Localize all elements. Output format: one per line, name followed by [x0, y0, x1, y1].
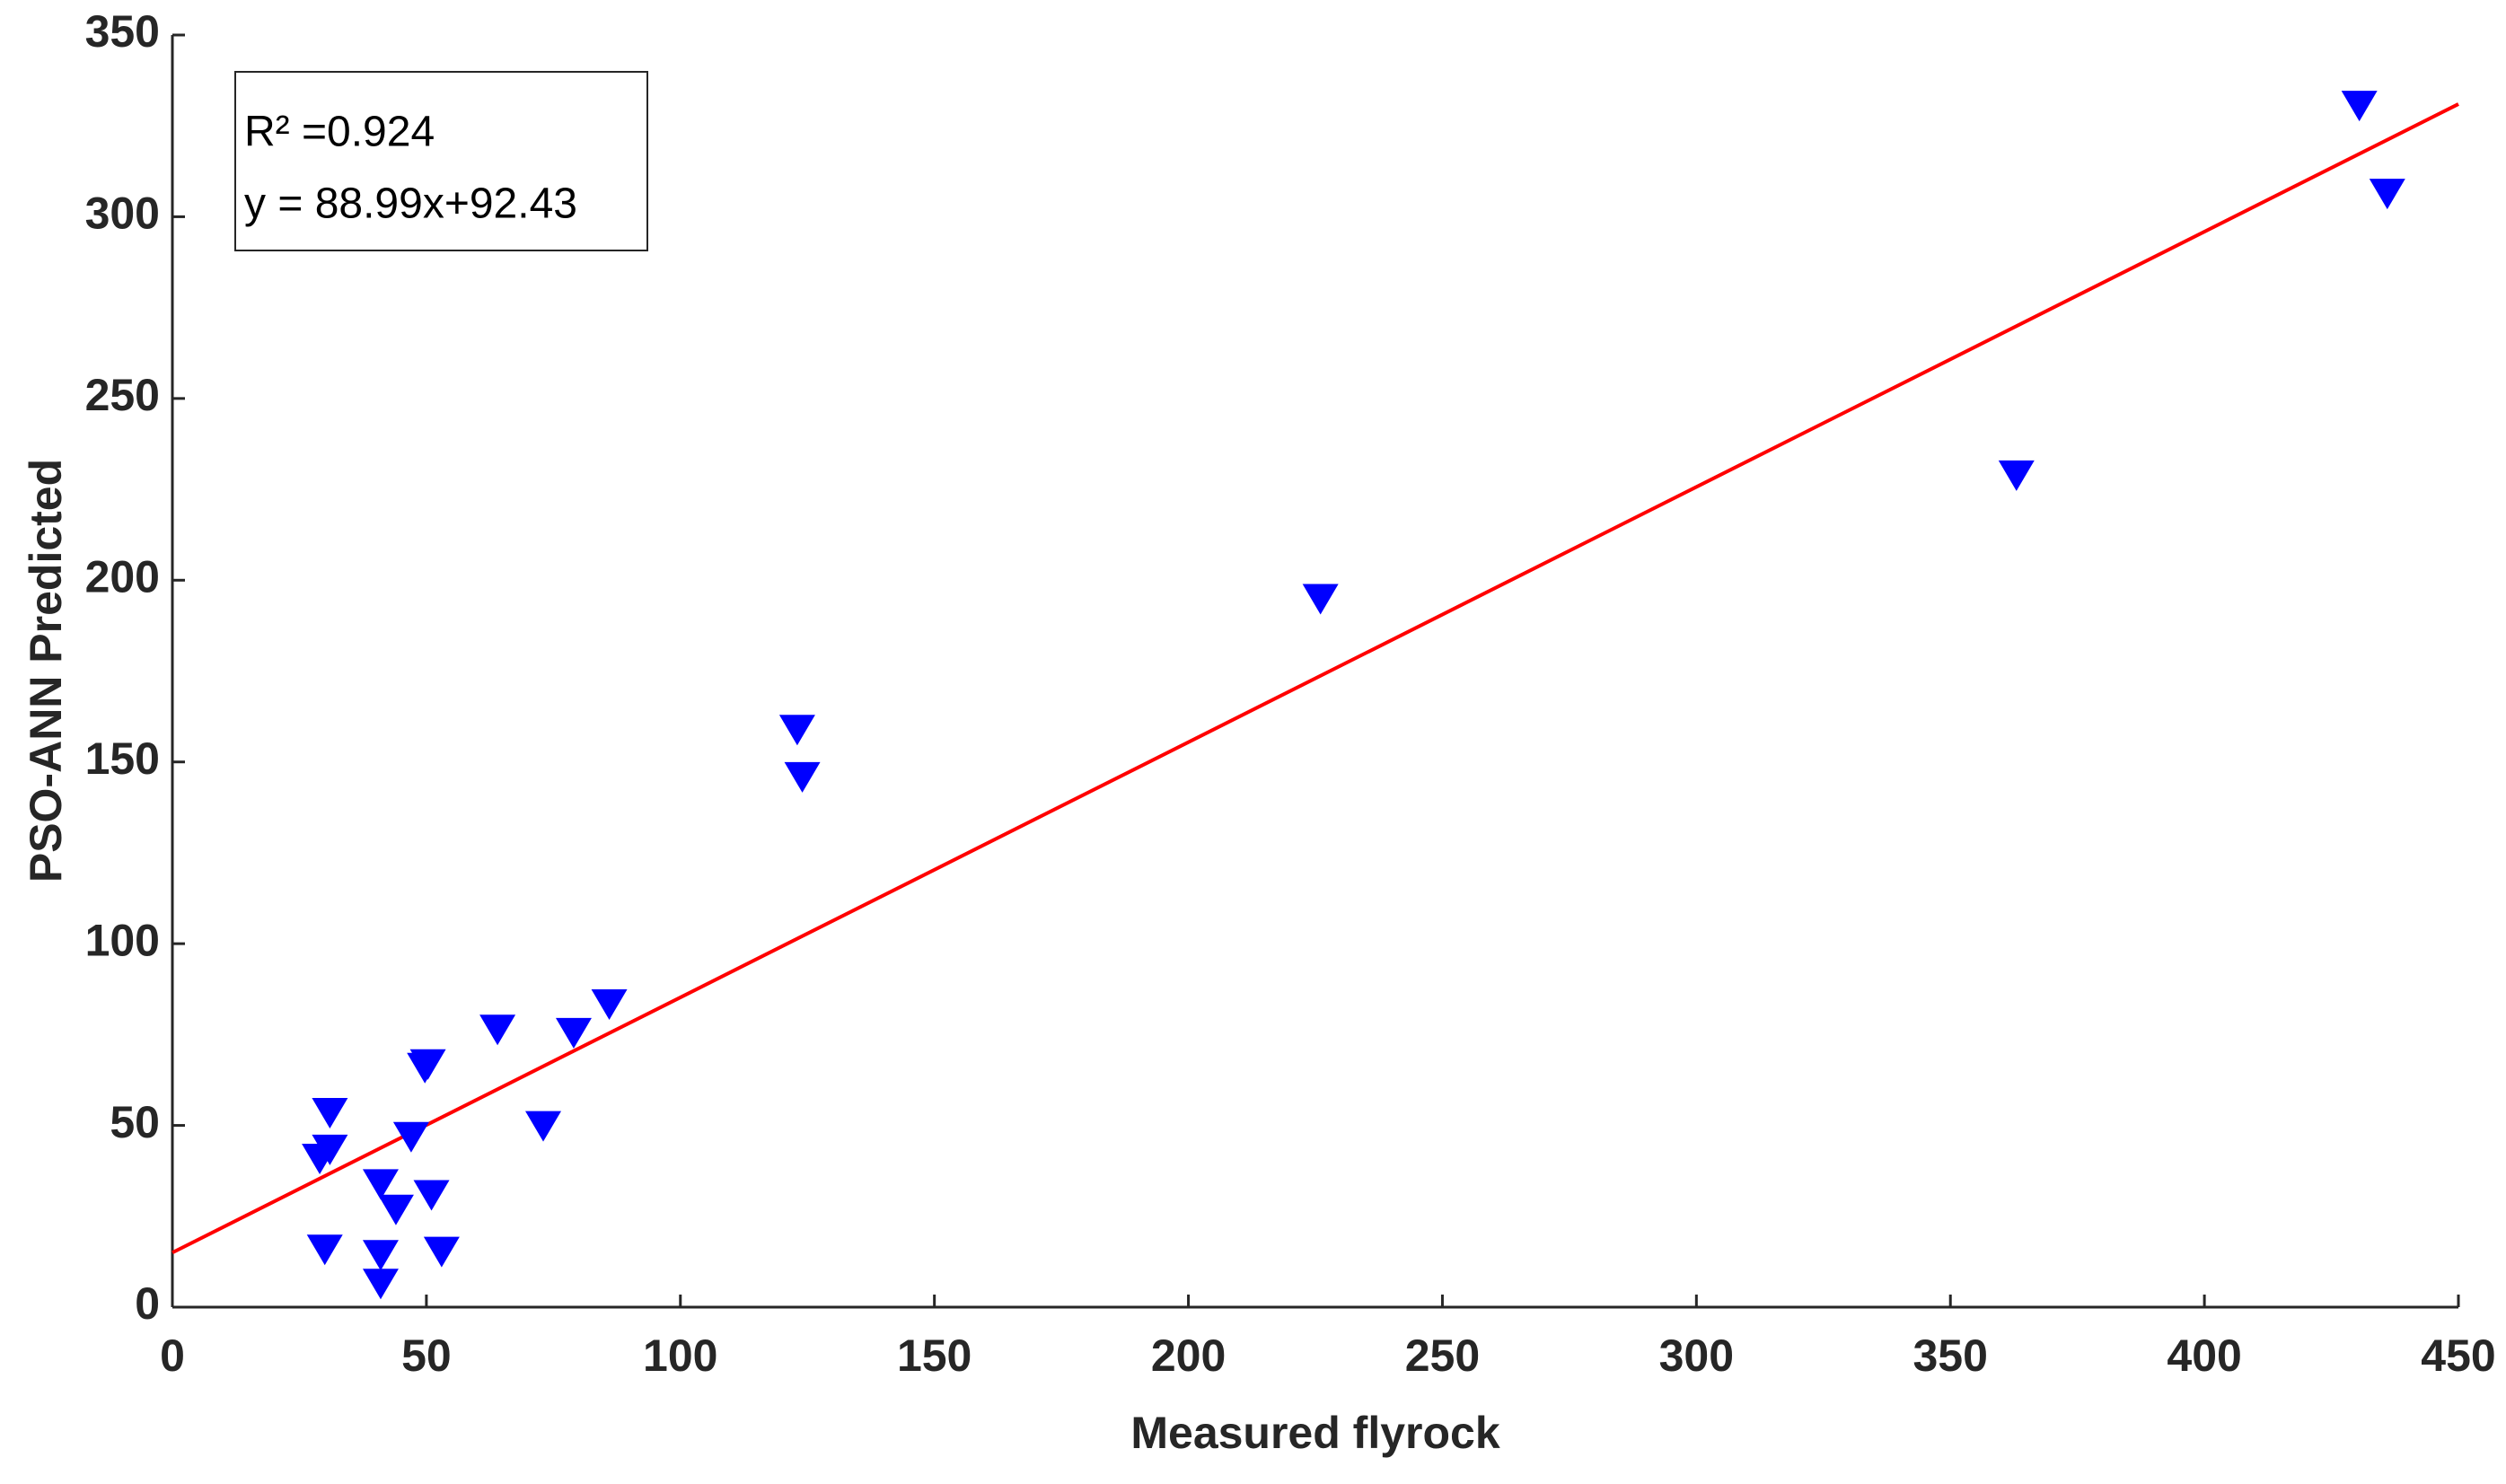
point — [312, 1097, 348, 1128]
x-tick-label: 150 — [897, 1330, 972, 1381]
point — [413, 1180, 450, 1211]
point — [306, 1234, 343, 1266]
y-tick-label: 200 — [85, 551, 160, 602]
x-tick-label: 100 — [643, 1330, 717, 1381]
x-tick-label: 450 — [2421, 1330, 2495, 1381]
x-tick-label: 0 — [160, 1330, 185, 1381]
y-tick-label: 250 — [85, 370, 160, 420]
x-tick-label: 50 — [401, 1330, 452, 1381]
point — [409, 1049, 446, 1080]
point — [479, 1014, 516, 1046]
point — [362, 1240, 399, 1271]
point — [423, 1236, 460, 1268]
x-tick-label: 200 — [1151, 1330, 1226, 1381]
x-tick-label: 250 — [1405, 1330, 1480, 1381]
annotation: y = 88.99x+92.43 — [244, 180, 577, 228]
point — [1998, 460, 2035, 491]
y-tick-label: 0 — [135, 1278, 160, 1329]
point — [784, 761, 821, 793]
point — [377, 1194, 414, 1225]
point — [362, 1169, 399, 1200]
y-tick-label: 50 — [110, 1097, 160, 1147]
x-axis-label: Measured flyrock — [1130, 1408, 1499, 1458]
point — [362, 1269, 399, 1300]
annotation-box — [234, 71, 648, 251]
point — [591, 988, 628, 1020]
point — [555, 1017, 592, 1049]
point — [778, 715, 815, 746]
annotation: R² =0.924 — [244, 109, 435, 156]
y-tick-label: 150 — [85, 733, 160, 784]
fit-line — [171, 102, 2459, 1255]
point — [302, 1144, 339, 1175]
point — [392, 1121, 429, 1153]
point — [525, 1111, 562, 1142]
x-tick-label: 400 — [2167, 1330, 2241, 1381]
point — [1302, 584, 1339, 615]
y-tick-label: 100 — [85, 915, 160, 965]
x-tick-label: 350 — [1913, 1330, 1988, 1381]
y-tick-label: 300 — [85, 189, 160, 239]
y-axis-label: PSO-ANN Predicted — [21, 459, 71, 882]
y-tick-label: 350 — [85, 6, 160, 57]
point — [2369, 179, 2405, 210]
x-tick-label: 300 — [1659, 1330, 1734, 1381]
point — [2341, 91, 2378, 122]
